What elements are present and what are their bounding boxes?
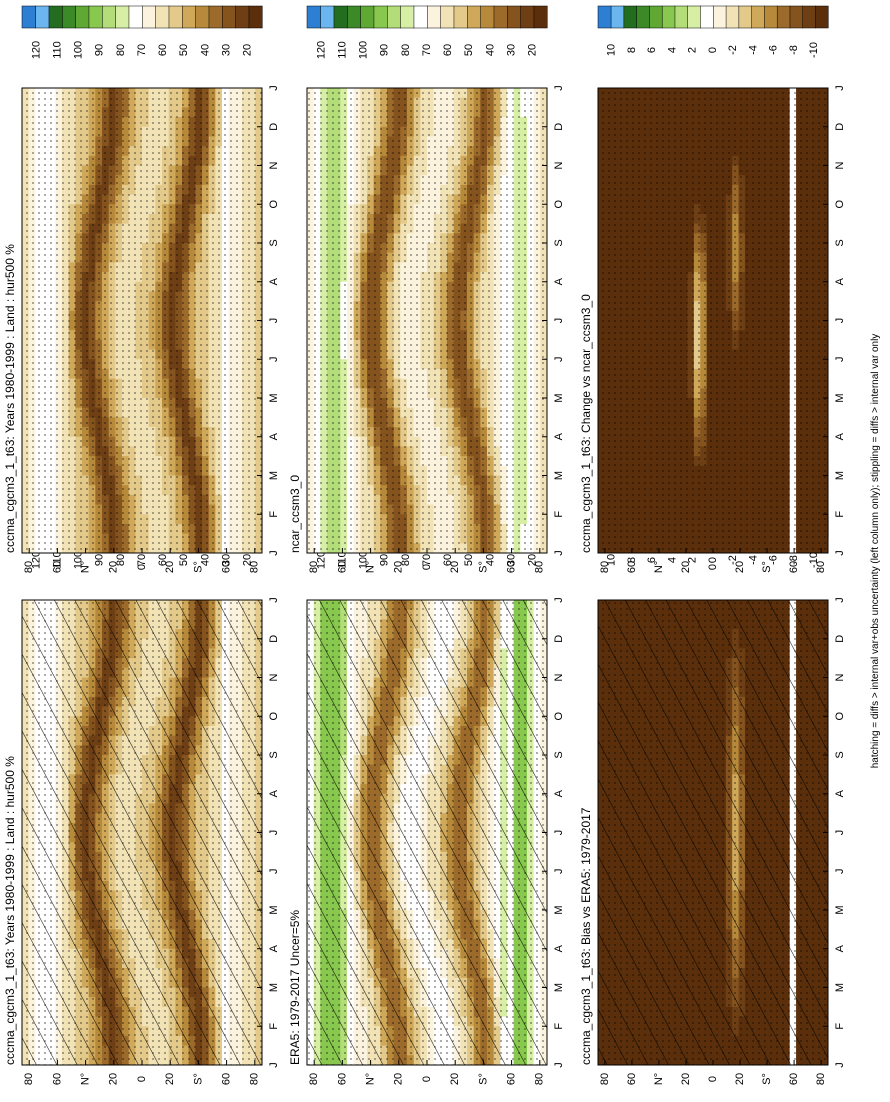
month-tick-label: N [268,673,280,681]
month-tick-label: J [268,830,280,836]
colorbar-tick-label: 50 [178,44,190,56]
colorbar-tick-label: 120 [30,551,42,569]
colorbar-tick-label: 80 [115,554,127,566]
latitude-tick-label: 60 [221,1073,233,1085]
panel-title: cccma_cgcm3_1_t63: Years 1980-1999 : Lan… [3,244,17,553]
month-tick-label: M [268,905,280,914]
hatch-overlay [22,600,262,1065]
month-tick-label: N [268,161,280,169]
colorbar-tick-label: 100 [73,41,85,59]
month-tick-label: J [268,597,280,603]
colorbar-tick-label: 30 [220,554,232,566]
latitude-tick-label: 20 [164,561,176,573]
colorbar-swatch [35,5,50,29]
latitude-tick-label: 0 [136,564,148,570]
colorbar-swatch [195,5,210,29]
colorbar-tick-label: 90 [94,44,106,56]
latitude-tick-label: N° [80,561,92,573]
colorbar-tick-label: 20 [242,44,254,56]
colorbar-tick-label: 40 [199,44,211,56]
month-tick-label: F [268,1023,280,1030]
colorbar-tick-label: 70 [136,44,148,56]
heatmap-panel-1: J F M A M J J A S O N D J 80 60 N° 20 0 20 S° 60 80 cccma_cgcm… [3,515,280,1085]
colorbar-swatch [248,5,263,29]
latitude-tick-label: 60 [51,1073,63,1085]
colorbar-swatch [48,5,63,29]
month-tick-label: J [268,550,280,556]
colorbar-swatch [208,5,223,29]
colorbar: 120 110 100 90 80 70 60 50 40 30 20 [21,5,263,59]
heatmap-panel-2: J F M A M J J A S O N D J 80 60 N° 20 0 20 S° 60 80 cccma_cgcm… [3,5,280,573]
panel-title: cccma_cgcm3_1_t63: Years 1980-1999 : Lan… [3,756,17,1065]
colorbar-tick-label: 40 [199,554,211,566]
month-tick-label: M [268,471,280,480]
month-tick-label: D [268,123,280,131]
month-tick-label: S [268,239,280,246]
colorbar-tick-label: 50 [178,554,190,566]
month-tick-label: J [268,318,280,324]
month-tick-label: D [268,635,280,643]
colorbar-swatch [221,5,236,29]
month-tick-label: J [268,1062,280,1068]
month-tick-label: M [268,393,280,402]
colorbar-swatch [155,5,170,29]
latitude-tick-label: 20 [164,1073,176,1085]
colorbar-tick-label: 20 [242,554,254,566]
colorbar-swatch [128,5,143,29]
month-tick-label: O [268,200,280,209]
colorbar-tick-label: 110 [51,551,63,569]
colorbar-swatch [235,5,250,29]
month-tick-label: A [268,432,280,440]
colorbar-tick-label: 80 [115,44,127,56]
latitude-tick-label: 60 [221,561,233,573]
latitude-tick-label: 80 [249,561,261,573]
colorbar-swatch [115,5,130,29]
month-tick-label: S [268,751,280,758]
colorbar-tick-label: 90 [94,554,106,566]
colorbar-tick-label: 70 [136,554,148,566]
colorbar-tick-label: 30 [220,44,232,56]
month-tick-label: F [268,511,280,518]
colorbar-tick-label: 60 [157,554,169,566]
colorbar-tick-label: 60 [157,44,169,56]
colorbar-swatch [21,5,36,29]
colorbar-tick-label: 100 [73,551,85,569]
latitude-tick-label: 0 [136,1076,148,1082]
latitude-tick-label: S° [192,1073,204,1085]
month-tick-label: J [268,357,280,363]
colorbar-swatch [141,5,156,29]
colorbar-swatch [168,5,183,29]
colorbar-tick-label: 120 [30,41,42,59]
month-tick-label: J [268,85,280,91]
month-tick-label: A [268,277,280,285]
colorbar-swatch [181,5,196,29]
month-tick-label: A [268,789,280,797]
month-tick-label: A [268,944,280,952]
latitude-tick-label: 60 [51,561,63,573]
latitude-tick-label: S° [192,561,204,573]
latitude-tick-label: 80 [23,561,35,573]
stipple-overlay [22,88,262,553]
month-tick-label: O [268,712,280,721]
latitude-tick-label: 20 [108,1073,120,1085]
colorbar-swatch [61,5,76,29]
latitude-tick-label: 80 [249,1073,261,1085]
colorbar-swatch [101,5,116,29]
latitude-tick-label: N° [80,1073,92,1085]
colorbar-swatch [75,5,90,29]
latitude-tick-label: 20 [108,561,120,573]
colorbar-swatch [88,5,103,29]
month-tick-label: M [268,983,280,992]
month-tick-label: J [268,869,280,875]
colorbar-tick-label: 110 [51,41,63,59]
latitude-tick-label: 80 [23,1073,35,1085]
